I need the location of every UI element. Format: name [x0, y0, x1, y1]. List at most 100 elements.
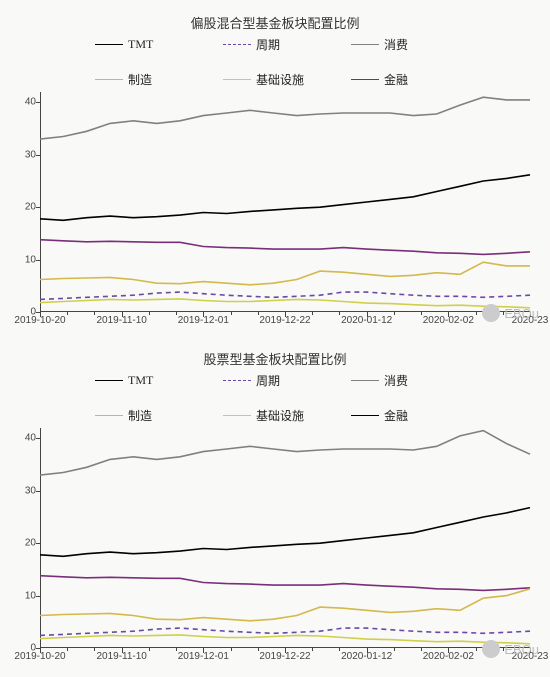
x-minor-tick	[339, 648, 340, 651]
x-minor-tick	[476, 648, 477, 651]
legend-item: 周期	[223, 372, 327, 389]
x-tick-label: 2020-01-12	[341, 648, 392, 662]
legend-row: 制造 基础设施 金融	[95, 407, 455, 424]
legend-swatch	[95, 415, 123, 416]
chart-title: 偏股混合型基金板块配置比例	[5, 5, 545, 36]
legend-label: 消费	[384, 36, 408, 53]
x-minor-tick	[176, 312, 177, 315]
legend-swatch	[351, 380, 379, 381]
x-minor-tick	[258, 312, 259, 315]
x-tick-label: 2019-11-10	[96, 312, 146, 326]
chart-panel-1: 股票型基金板块配置比例TMT 周期 消费制造 基础设施 金融 0102030402019-…	[5, 341, 545, 672]
legend-swatch	[223, 380, 251, 381]
legend-label: 制造	[128, 407, 152, 424]
series-line-消费	[40, 97, 530, 139]
legend-row: TMT 周期 消费	[95, 372, 455, 389]
x-minor-tick	[421, 648, 422, 651]
series-line-基础设施	[40, 635, 530, 644]
legend-item: 消费	[351, 36, 455, 53]
x-tick-label: 2020-02-02	[423, 648, 474, 662]
x-minor-tick	[94, 312, 95, 315]
line-layer	[40, 92, 530, 312]
series-line-制造	[40, 262, 530, 285]
legend-swatch	[95, 79, 123, 80]
legend-label: 金融	[384, 407, 408, 424]
x-tick-label: 2019-12-22	[259, 312, 310, 326]
x-minor-tick	[67, 648, 68, 651]
legend-label: 基础设施	[256, 407, 304, 424]
legend-item: 金融	[351, 71, 455, 88]
legend-label: 基础设施	[256, 71, 304, 88]
x-minor-tick	[312, 648, 313, 651]
chart-panel-0: 偏股混合型基金板块配置比例TMT 周期 消费制造 基础设施 金融 010203040201…	[5, 5, 545, 336]
x-tick-label: 2019-10-20	[14, 312, 65, 326]
legend: TMT 周期 消费制造 基础设施 金融	[95, 36, 455, 88]
x-minor-tick	[149, 648, 150, 651]
legend-item: 制造	[95, 407, 199, 424]
x-minor-tick	[503, 312, 504, 315]
y-tick-label: 30	[25, 149, 40, 160]
y-tick-label: 10	[25, 590, 40, 601]
legend-item: 制造	[95, 71, 199, 88]
legend-swatch	[351, 79, 379, 80]
legend-swatch	[351, 415, 379, 416]
x-minor-tick	[394, 648, 395, 651]
legend-swatch	[95, 44, 123, 45]
x-minor-tick	[339, 312, 340, 315]
legend-row: 制造 基础设施 金融	[95, 71, 455, 88]
x-minor-tick	[231, 648, 232, 651]
legend-swatch	[95, 380, 123, 381]
x-minor-tick	[503, 648, 504, 651]
x-minor-tick	[67, 312, 68, 315]
x-tick-label: 2019-10-20	[14, 648, 65, 662]
y-tick-label: 30	[25, 485, 40, 496]
series-line-周期	[40, 292, 530, 299]
legend-label: 周期	[256, 372, 280, 389]
legend-item: TMT	[95, 36, 199, 53]
x-minor-tick	[476, 312, 477, 315]
legend-label: 消费	[384, 372, 408, 389]
legend-swatch	[351, 44, 379, 45]
legend-row: TMT 周期 消费	[95, 36, 455, 53]
plot-area: 0102030402019-10-202019-11-102019-12-012…	[40, 92, 530, 312]
legend-label: 金融	[384, 71, 408, 88]
y-tick-label: 40	[25, 97, 40, 108]
x-tick-label: 2020-02-02	[423, 312, 474, 326]
legend-item: 基础设施	[223, 407, 327, 424]
y-tick-label: 20	[25, 202, 40, 213]
y-tick-label: 10	[25, 254, 40, 265]
x-minor-tick	[176, 648, 177, 651]
plot-area: 0102030402019-10-202019-11-102019-12-012…	[40, 428, 530, 648]
x-tick-label: 2019-12-01	[178, 648, 229, 662]
legend-item: 周期	[223, 36, 327, 53]
legend-swatch	[223, 415, 251, 416]
x-minor-tick	[94, 648, 95, 651]
series-line-金融	[40, 576, 530, 591]
series-line-周期	[40, 628, 530, 635]
y-tick-label: 40	[25, 433, 40, 444]
legend-item: 消费	[351, 372, 455, 389]
legend-label: 周期	[256, 36, 280, 53]
x-tick-label: 2019-12-01	[178, 312, 229, 326]
series-line-TMT	[40, 175, 530, 221]
legend-swatch	[223, 79, 251, 80]
x-minor-tick	[312, 312, 313, 315]
legend-label: TMT	[128, 373, 153, 388]
x-minor-tick	[421, 312, 422, 315]
x-tick-label: 2020-01-12	[341, 312, 392, 326]
series-line-TMT	[40, 508, 530, 557]
legend-item: 金融	[351, 407, 455, 424]
legend-item: 基础设施	[223, 71, 327, 88]
legend-item: TMT	[95, 372, 199, 389]
chart-title: 股票型基金板块配置比例	[5, 341, 545, 372]
x-minor-tick	[149, 312, 150, 315]
x-tick-label: 2020-23	[512, 312, 549, 326]
line-layer	[40, 428, 530, 648]
legend-label: TMT	[128, 37, 153, 52]
series-line-基础设施	[40, 299, 530, 308]
series-line-金融	[40, 240, 530, 255]
x-minor-tick	[394, 312, 395, 315]
x-minor-tick	[231, 312, 232, 315]
x-minor-tick	[258, 648, 259, 651]
x-tick-label: 2020-23	[512, 648, 549, 662]
